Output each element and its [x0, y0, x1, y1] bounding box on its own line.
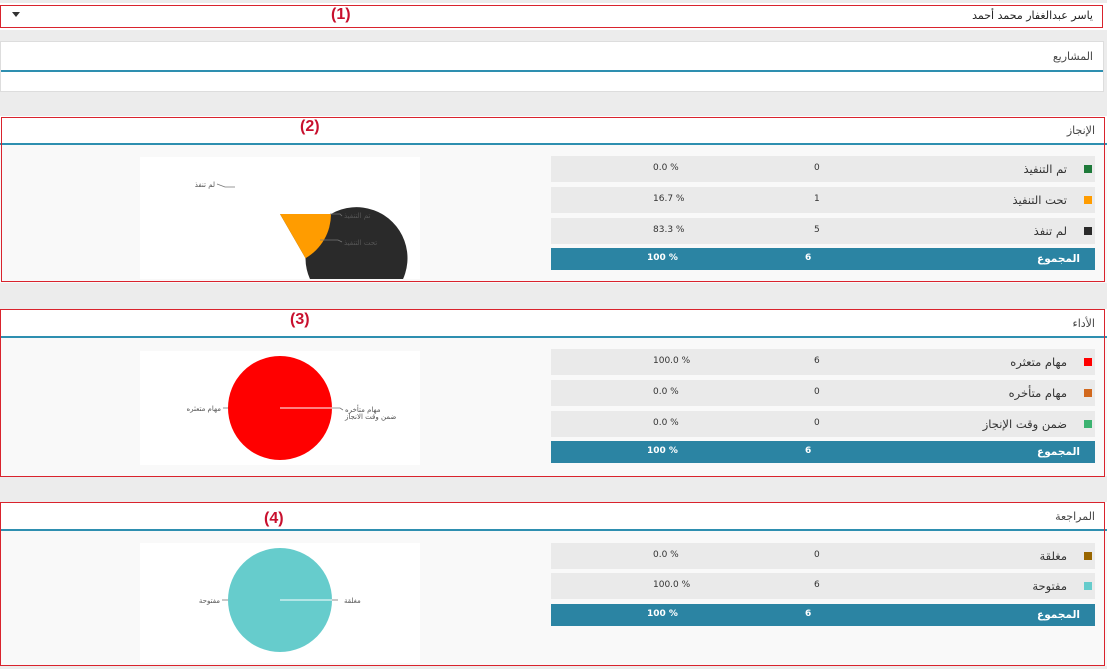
- annotation-box-1: [0, 5, 1103, 28]
- row-percent: 0.0 %: [653, 387, 679, 397]
- leader-late: [332, 407, 344, 411]
- performance-pie-svg: مهام متعثره مهام متأخره ضمن وقت الانجاز: [186, 356, 396, 460]
- user-name[interactable]: ياسر عبدالغفار محمد أحمد: [972, 9, 1093, 22]
- total-count: 6: [805, 446, 812, 456]
- row-count: 0: [814, 387, 820, 397]
- review-title: المراجعة: [1055, 510, 1095, 523]
- row-percent: 0.0 %: [653, 550, 679, 560]
- legend-swatch: [1084, 389, 1092, 397]
- leader-not-done: [216, 183, 235, 188]
- annotation-box-3: [0, 309, 1105, 477]
- legend-swatch: [1084, 196, 1092, 204]
- legend-swatch: [1084, 165, 1092, 173]
- chart-label-in-progress: تحت التنفيذ: [344, 239, 377, 247]
- leader-done: [330, 213, 343, 217]
- review-chart: مفتوحة مغلقة: [140, 543, 420, 663]
- projects-title: المشاريع: [1052, 50, 1093, 63]
- row-count: 5: [814, 225, 820, 235]
- chevron-down-icon[interactable]: [12, 12, 20, 17]
- row-count: 0: [814, 163, 820, 173]
- row-percent: 0.0 %: [653, 418, 679, 428]
- table-row: مهام متأخره 0 0.0 %: [551, 380, 1095, 406]
- completion-chart: لم تنفذ تم التنفيذ تحت التنفيذ: [140, 157, 420, 310]
- total-row: المجموع 6 100 %: [551, 604, 1095, 626]
- table-row: لم تنفذ 5 83.3 %: [551, 218, 1095, 244]
- row-percent: 16.7 %: [653, 194, 685, 204]
- leader-in-progress: [320, 239, 343, 243]
- legend-swatch: [1084, 420, 1092, 428]
- legend-swatch: [1084, 227, 1092, 235]
- row-count: 0: [814, 418, 820, 428]
- completion-pie-group: لم تنفذ تم التنفيذ تحت التنفيذ: [195, 181, 408, 310]
- completion-title: الإنجاز: [1066, 124, 1095, 137]
- table-row: مغلقة 0 0.0 %: [551, 543, 1095, 569]
- row-label: لم تنفذ: [1033, 224, 1067, 238]
- table-row: تم التنفيذ 0 0.0 %: [551, 156, 1095, 182]
- projects-panel: المشاريع: [0, 41, 1104, 92]
- row-label: مهام متعثره: [1010, 355, 1067, 369]
- row-count: 6: [814, 356, 820, 366]
- table-row: تحت التنفيذ 1 16.7 %: [551, 187, 1095, 213]
- total-percent: 100 %: [647, 253, 678, 263]
- review-pie-group: مفتوحة مغلقة: [199, 548, 361, 652]
- chart-label-on-time: ضمن وقت الانجاز: [344, 413, 396, 421]
- table-row: مفتوحة 6 100.0 %: [551, 573, 1095, 599]
- row-percent: 100.0 %: [653, 580, 691, 590]
- row-percent: 100.0 %: [653, 356, 691, 366]
- pie-slice-in-progress: [280, 214, 331, 259]
- row-label: مفتوحة: [1032, 579, 1067, 593]
- chart-label-done: تم التنفيذ: [344, 212, 371, 220]
- row-label: مهام متأخره: [1008, 386, 1067, 400]
- total-count: 6: [805, 609, 812, 619]
- total-percent: 100 %: [647, 609, 678, 619]
- annotation-label-3: (3): [290, 311, 310, 328]
- total-row: المجموع 6 100 %: [551, 441, 1095, 463]
- total-count: 6: [805, 253, 812, 263]
- annotation-label-2: (2): [300, 118, 320, 135]
- row-label: تم التنفيذ: [1023, 162, 1067, 176]
- annotation-label-1: (1): [331, 6, 351, 23]
- annotation-box-2: [1, 117, 1105, 282]
- review-pie-svg: مفتوحة مغلقة: [199, 548, 361, 652]
- completion-header: الإنجاز: [0, 116, 1107, 145]
- total-row: المجموع 6 100 %: [551, 248, 1095, 270]
- row-percent: 0.0 %: [653, 163, 679, 173]
- completion-pie-svg: لم تنفذ تم التنفيذ تحت التنفيذ: [195, 181, 408, 310]
- total-percent: 100 %: [647, 446, 678, 456]
- chart-label-closed: مغلقة: [344, 597, 361, 605]
- table-row: ضمن وقت الإنجاز 0 0.0 %: [551, 411, 1095, 437]
- row-label: تحت التنفيذ: [1012, 193, 1067, 207]
- annotation-label-4: (4): [264, 510, 284, 527]
- row-percent: 83.3 %: [653, 225, 685, 235]
- performance-title: الأداء: [1072, 317, 1095, 330]
- annotation-box-4: [0, 502, 1105, 666]
- legend-swatch: [1084, 552, 1092, 560]
- row-label: ضمن وقت الإنجاز: [982, 417, 1067, 431]
- row-count: 1: [814, 194, 820, 204]
- projects-divider: [1, 70, 1103, 72]
- chart-label-stalled: مهام متعثره: [186, 405, 221, 413]
- review-header: المراجعة: [0, 502, 1107, 531]
- legend-swatch: [1084, 582, 1092, 590]
- row-label: مغلقة: [1039, 549, 1068, 563]
- row-count: 6: [814, 580, 820, 590]
- legend-swatch: [1084, 358, 1092, 366]
- table-row: مهام متعثره 6 100.0 %: [551, 349, 1095, 375]
- total-label: المجموع: [1037, 253, 1080, 265]
- performance-chart: مهام متعثره مهام متأخره ضمن وقت الانجاز: [140, 351, 420, 465]
- chart-label-late: مهام متأخره: [345, 404, 381, 414]
- chart-label-open: مفتوحة: [199, 597, 220, 605]
- performance-pie-group: مهام متعثره مهام متأخره ضمن وقت الانجاز: [186, 356, 396, 460]
- row-count: 0: [814, 550, 820, 560]
- performance-header: الأداء: [0, 309, 1107, 338]
- total-label: المجموع: [1037, 446, 1080, 458]
- user-bar: [0, 3, 1107, 30]
- total-label: المجموع: [1037, 609, 1080, 621]
- chart-label-not-done: لم تنفذ: [195, 181, 215, 189]
